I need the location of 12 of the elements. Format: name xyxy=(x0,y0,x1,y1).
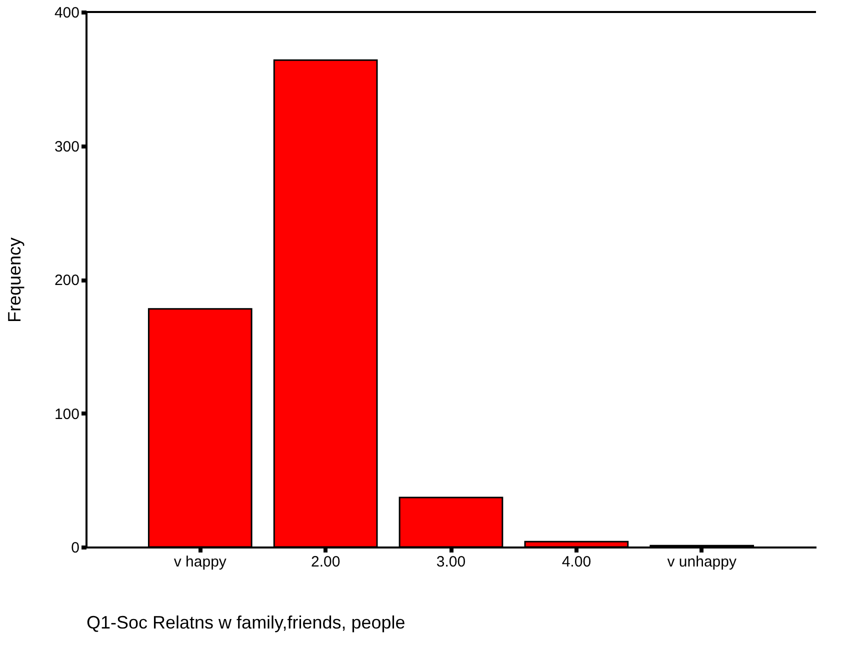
x-tick-label: 2.00 xyxy=(310,554,340,570)
x-tick-label: v unhappy xyxy=(667,554,737,570)
y-tick-label: 0 xyxy=(71,540,80,556)
x-tick-label: 3.00 xyxy=(436,554,466,570)
y-tick-label: 200 xyxy=(54,272,80,289)
y-tick-label: 300 xyxy=(54,138,80,156)
y-tick-label: 100 xyxy=(54,406,80,423)
x-axis-title: Q1-Soc Relatns w family,friends, people xyxy=(86,612,406,632)
y-axis-title: Frequency xyxy=(4,237,24,323)
x-tick-label: v happy xyxy=(174,554,227,570)
y-tick-label: 400 xyxy=(54,4,80,22)
x-tick-label: 4.00 xyxy=(562,554,592,570)
